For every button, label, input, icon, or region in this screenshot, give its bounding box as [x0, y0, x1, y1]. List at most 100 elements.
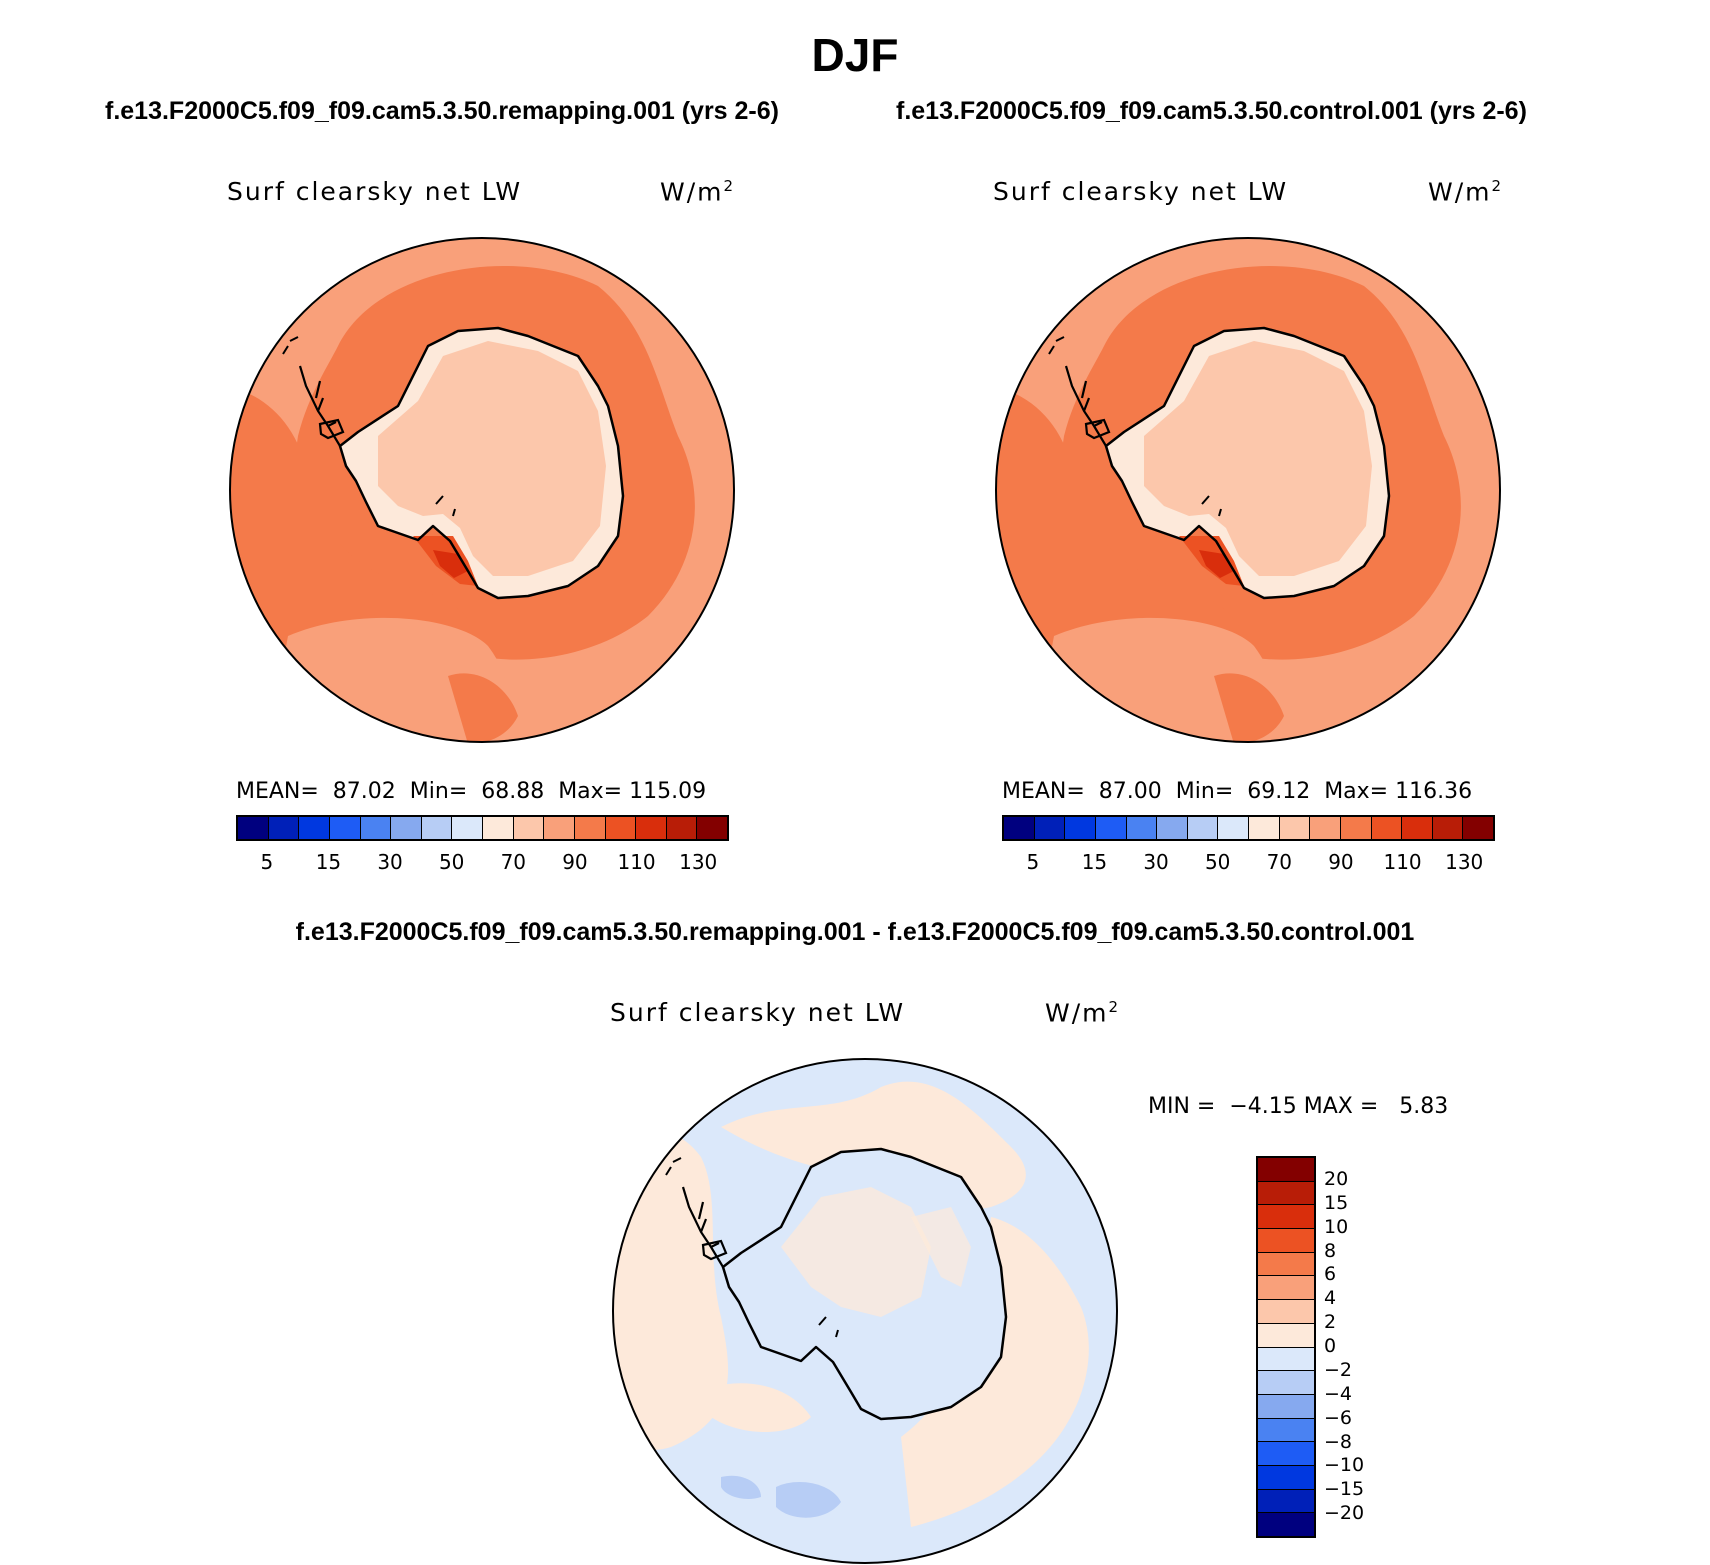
difference-colorbar-tick-label: 15 [1324, 1191, 1349, 1214]
right-colorbar-swatch [1432, 817, 1464, 839]
figure-title: DJF [811, 29, 899, 81]
right-colorbar [1002, 815, 1495, 841]
difference-colorbar-swatch [1258, 1276, 1314, 1301]
left-colorbar-swatch [483, 817, 514, 839]
left-colorbar-tick-label: 30 [377, 850, 403, 874]
right-colorbar-swatch [1371, 817, 1403, 839]
difference-colorbar-swatch [1258, 1394, 1314, 1419]
difference-colorbar [1256, 1156, 1316, 1538]
left-polar-map [229, 237, 735, 743]
left-colorbar-tick-label: 110 [617, 850, 656, 874]
left-colorbar-swatch [329, 817, 361, 839]
right-colorbar-tick-label: 50 [1204, 850, 1231, 874]
left-colorbar-swatch [421, 817, 453, 839]
difference-colorbar-swatch [1258, 1300, 1314, 1324]
difference-colorbar-swatch [1258, 1347, 1314, 1372]
right-colorbar-swatch [1065, 817, 1096, 839]
difference-colorbar-swatch [1258, 1323, 1314, 1348]
right-panel-stats: MEAN= 87.00 Min= 69.12 Max= 116.36 [1002, 779, 1473, 804]
difference-colorbar-tick-label: 10 [1324, 1215, 1349, 1238]
left-colorbar-swatch [391, 817, 422, 839]
left-colorbar-swatch [452, 817, 483, 839]
difference-colorbar-swatch [1258, 1158, 1314, 1182]
difference-colorbar-tick-label: −6 [1324, 1406, 1353, 1429]
left-colorbar [236, 815, 729, 841]
difference-colorbar-swatch [1258, 1418, 1314, 1443]
right-colorbar-tick-label: 15 [1081, 850, 1108, 874]
difference-colorbar-tick-label: −8 [1324, 1430, 1353, 1453]
difference-colorbar-swatch [1258, 1205, 1314, 1230]
right-colorbar-swatch [1004, 817, 1035, 839]
right-colorbar-tick-label: 5 [1026, 850, 1040, 874]
right-panel-variable: Surf clearsky net LW [993, 177, 1289, 206]
left-colorbar-ticks: 5 15 30 50 70 90 110 130 [236, 850, 729, 876]
difference-colorbar-tick-label: −4 [1324, 1382, 1353, 1405]
right-case-title: f.e13.F2000C5.f09_f09.cam5.3.50.control.… [896, 97, 1527, 125]
difference-colorbar-tick-label: 6 [1324, 1263, 1337, 1286]
right-colorbar-tick-label: 90 [1328, 850, 1354, 874]
difference-polar-map [612, 1058, 1118, 1564]
difference-colorbar-tick-label: 0 [1324, 1335, 1337, 1357]
left-colorbar-tick-label: 130 [679, 850, 718, 874]
right-colorbar-swatch [1310, 817, 1341, 839]
right-colorbar-tick-label: 130 [1445, 850, 1484, 874]
diff-panel-units: W/m2 [1045, 998, 1121, 1028]
left-colorbar-swatch [666, 817, 698, 839]
right-colorbar-tick-label: 70 [1266, 850, 1293, 874]
right-colorbar-tick-label: 30 [1143, 850, 1169, 874]
right-colorbar-swatch [1126, 817, 1158, 839]
right-colorbar-swatch [1218, 817, 1249, 839]
left-colorbar-swatch [238, 817, 269, 839]
left-panel-units: W/m2 [660, 177, 736, 207]
right-colorbar-swatch [1157, 817, 1188, 839]
right-panel-units: W/m2 [1428, 177, 1504, 207]
left-colorbar-swatch [574, 817, 606, 839]
right-colorbar-tick-label: 110 [1383, 850, 1422, 874]
difference-colorbar-tick-label: 4 [1324, 1287, 1337, 1310]
right-colorbar-swatch [1249, 817, 1280, 839]
difference-colorbar-tick-label: 2 [1324, 1311, 1337, 1334]
left-panel-stats: MEAN= 87.02 Min= 68.88 Max= 115.09 [236, 779, 707, 804]
difference-colorbar-tick-label: −20 [1324, 1502, 1365, 1525]
difference-colorbar-swatch [1258, 1371, 1314, 1395]
difference-colorbar-swatch [1258, 1229, 1314, 1253]
left-colorbar-swatch [697, 817, 727, 839]
difference-title: f.e13.F2000C5.f09_f09.cam5.3.50.remappin… [295, 918, 1415, 946]
difference-colorbar-swatch [1258, 1252, 1314, 1277]
right-colorbar-swatch [1279, 817, 1311, 839]
left-colorbar-tick-label: 90 [562, 850, 588, 874]
left-colorbar-tick-label: 50 [438, 850, 465, 874]
difference-colorbar-tick-label: 8 [1324, 1239, 1337, 1262]
difference-colorbar-swatch [1258, 1513, 1314, 1536]
left-colorbar-tick-label: 70 [500, 850, 527, 874]
right-colorbar-swatch [1187, 817, 1219, 839]
difference-colorbar-swatch [1258, 1442, 1314, 1466]
left-colorbar-swatch [360, 817, 392, 839]
left-colorbar-tick-label: 5 [260, 850, 274, 874]
right-polar-map [995, 237, 1501, 743]
difference-colorbar-swatch [1258, 1181, 1314, 1206]
right-colorbar-swatch [1340, 817, 1372, 839]
left-colorbar-swatch [513, 817, 545, 839]
difference-colorbar-tick-label: −2 [1324, 1358, 1353, 1381]
right-colorbar-swatch [1095, 817, 1127, 839]
left-colorbar-swatch [299, 817, 330, 839]
difference-colorbar-ticks: 20 15 10 8 6 4 2 0 −2 −4 −6 −8 −10 −15 −20 [1324, 1156, 1384, 1538]
difference-colorbar-tick-label: −15 [1324, 1478, 1365, 1501]
left-colorbar-tick-label: 15 [315, 850, 342, 874]
difference-colorbar-swatch [1258, 1465, 1314, 1490]
diff-panel-variable: Surf clearsky net LW [610, 998, 906, 1027]
left-colorbar-swatch [268, 817, 300, 839]
difference-colorbar-swatch [1258, 1489, 1314, 1514]
diff-panel-stats: MIN = −4.15 MAX = 5.83 [1148, 1094, 1449, 1119]
right-colorbar-swatch [1402, 817, 1433, 839]
left-colorbar-swatch [544, 817, 575, 839]
left-colorbar-swatch [605, 817, 637, 839]
right-colorbar-ticks: 5 15 30 50 70 90 110 130 [1002, 850, 1495, 876]
left-panel-variable: Surf clearsky net LW [227, 177, 523, 206]
right-colorbar-swatch [1463, 817, 1493, 839]
left-colorbar-swatch [636, 817, 667, 839]
left-case-title: f.e13.F2000C5.f09_f09.cam5.3.50.remappin… [105, 97, 779, 125]
difference-colorbar-tick-label: −10 [1324, 1454, 1365, 1477]
right-colorbar-swatch [1034, 817, 1066, 839]
